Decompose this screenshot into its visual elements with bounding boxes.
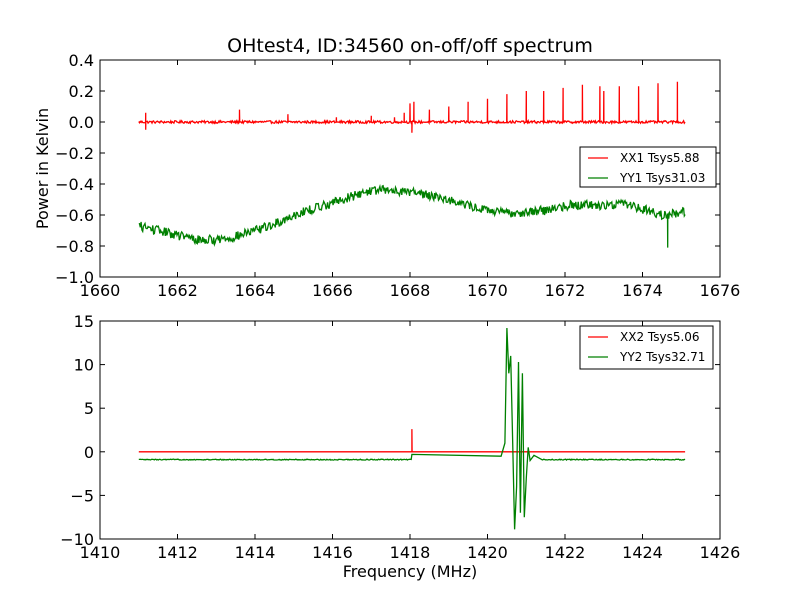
series-line-yy2 xyxy=(138,327,686,530)
x-tick-label: 1660 xyxy=(80,281,121,300)
x-tick-label: 1674 xyxy=(622,281,663,300)
series-line-xx1 xyxy=(138,81,686,133)
y-tick-label: −0.2 xyxy=(55,144,94,163)
x-tick-label: 1666 xyxy=(312,281,353,300)
x-tick-label: 1676 xyxy=(700,281,741,300)
top-panel: 1660 1662 1664 1666 1668 1670 1672 1674 1676 −1.0… xyxy=(33,51,740,300)
x-tick-label: 1672 xyxy=(545,281,586,300)
x-tick-label: 1426 xyxy=(700,543,741,562)
x-tick-label: 1424 xyxy=(622,543,663,562)
legend-label: YY2 Tsys32.71 xyxy=(619,350,705,364)
series-line-xx2 xyxy=(138,429,686,453)
chart-title: OHtest4, ID:34560 on-off/off spectrum xyxy=(227,35,593,57)
x-tick-label: 1422 xyxy=(545,543,586,562)
y-tick-label: 0.4 xyxy=(69,51,94,70)
legend: XX1 Tsys5.88 YY1 Tsys31.03 xyxy=(579,146,717,188)
legend-box xyxy=(579,146,717,188)
plot-area xyxy=(138,327,686,530)
y-tick-label: −0.6 xyxy=(55,206,94,225)
y-tick-label: 0.0 xyxy=(69,113,94,132)
y-tick-label: 15 xyxy=(74,312,94,331)
legend-label: XX2 Tsys5.06 xyxy=(620,330,700,344)
y-tick-label: 5 xyxy=(84,399,94,418)
bottom-panel: 1410 1412 1414 1416 1418 1420 1422 1424 1426 −10 −… xyxy=(60,312,740,581)
x-tick-label: 1668 xyxy=(390,281,431,300)
x-tick-label: 1412 xyxy=(157,543,198,562)
y-tick-label: 10 xyxy=(74,356,94,375)
y-tick-label: −1.0 xyxy=(55,268,94,287)
x-axis-title: Frequency (MHz) xyxy=(343,562,477,581)
y-axis-title: Power in Kelvin xyxy=(33,108,52,229)
x-tick-label: 1670 xyxy=(467,281,508,300)
legend-label: YY1 Tsys31.03 xyxy=(619,171,705,185)
series-line-yy1 xyxy=(138,183,686,248)
legend-box xyxy=(579,325,714,370)
y-tick-label: −0.4 xyxy=(55,175,94,194)
y-tick-label: −0.8 xyxy=(55,237,94,256)
y-tick-label: 0 xyxy=(84,443,94,462)
legend-label: XX1 Tsys5.88 xyxy=(620,151,700,165)
y-tick-label: −10 xyxy=(60,530,94,549)
x-tick-label: 1420 xyxy=(467,543,508,562)
plot-area xyxy=(138,81,686,248)
x-tick-label: 1418 xyxy=(390,543,431,562)
y-tick-label: 0.2 xyxy=(69,82,94,101)
x-tick-label: 1664 xyxy=(235,281,276,300)
x-tick-label: 1662 xyxy=(157,281,198,300)
x-tick-label: 1410 xyxy=(80,543,121,562)
x-tick-label: 1416 xyxy=(312,543,353,562)
legend: XX2 Tsys5.06 YY2 Tsys32.71 xyxy=(579,325,714,370)
x-tick-label: 1414 xyxy=(235,543,276,562)
y-tick-label: −5 xyxy=(70,486,94,505)
